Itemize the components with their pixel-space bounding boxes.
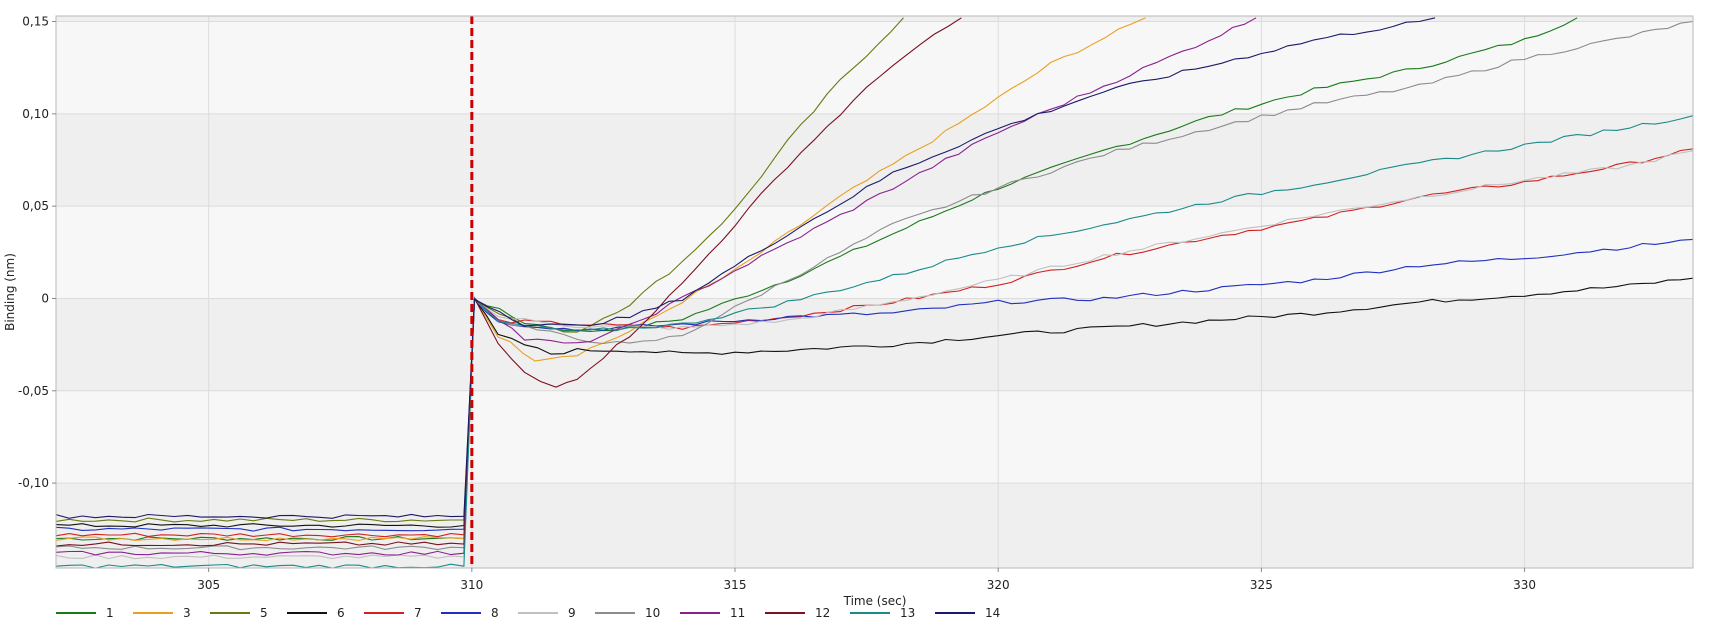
y-tick-label: 0,05 xyxy=(22,199,49,213)
legend-label-11: 11 xyxy=(730,606,745,620)
y-axis-ticks: 0,15 0,10 0,05 0 -0,05 -0,10 xyxy=(18,15,56,490)
plot-frame xyxy=(55,15,1694,569)
x-tick-label: 320 xyxy=(987,578,1010,592)
plot-bands xyxy=(56,16,1693,568)
plot-band xyxy=(56,21,1693,114)
plot-band xyxy=(56,113,1693,207)
x-axis-ticks: 305 310 315 320 325 330 xyxy=(197,568,1536,592)
y-tick-label: -0,10 xyxy=(18,476,49,490)
legend-label-6: 6 xyxy=(337,606,345,620)
legend-label-8: 8 xyxy=(491,606,499,620)
x-tick-label: 330 xyxy=(1513,578,1536,592)
legend-label-13: 13 xyxy=(900,606,915,620)
x-axis-label: Time (sec) xyxy=(843,594,907,608)
series-line-12 xyxy=(55,17,962,547)
legend-label-14: 14 xyxy=(985,606,1000,620)
y-tick-label: -0,05 xyxy=(18,384,49,398)
plot-band xyxy=(56,16,1693,22)
series-line-9 xyxy=(55,150,1694,560)
x-tick-label: 305 xyxy=(197,578,220,592)
series-line-10 xyxy=(55,20,1694,551)
legend-label-5: 5 xyxy=(260,606,268,620)
legend-label-10: 10 xyxy=(645,606,660,620)
y-tick-label: 0,10 xyxy=(22,107,49,121)
legend-label-9: 9 xyxy=(568,606,576,620)
plot-series xyxy=(55,17,1694,569)
series-line-6 xyxy=(55,277,1694,528)
x-tick-label: 325 xyxy=(1250,578,1273,592)
legend-label-3: 3 xyxy=(183,606,191,620)
series-line-8 xyxy=(55,238,1694,532)
legend-label-1: 1 xyxy=(106,606,114,620)
x-tick-label: 315 xyxy=(724,578,747,592)
legend: 1 3 5 6 7 8 9 10 11 12 13 14 xyxy=(56,606,1000,620)
plot-band xyxy=(56,390,1693,484)
y-tick-label: 0,15 xyxy=(22,15,49,29)
series-line-14 xyxy=(55,17,1436,519)
y-tick-label: 0 xyxy=(41,291,49,305)
plot-band xyxy=(56,298,1693,391)
x-tick-label: 310 xyxy=(460,578,483,592)
legend-label-7: 7 xyxy=(414,606,422,620)
y-axis-label: Binding (nm) xyxy=(3,253,17,331)
legend-label-12: 12 xyxy=(815,606,830,620)
series-line-3 xyxy=(55,17,1146,542)
series-line-11 xyxy=(55,17,1257,556)
plot-band xyxy=(56,206,1693,299)
